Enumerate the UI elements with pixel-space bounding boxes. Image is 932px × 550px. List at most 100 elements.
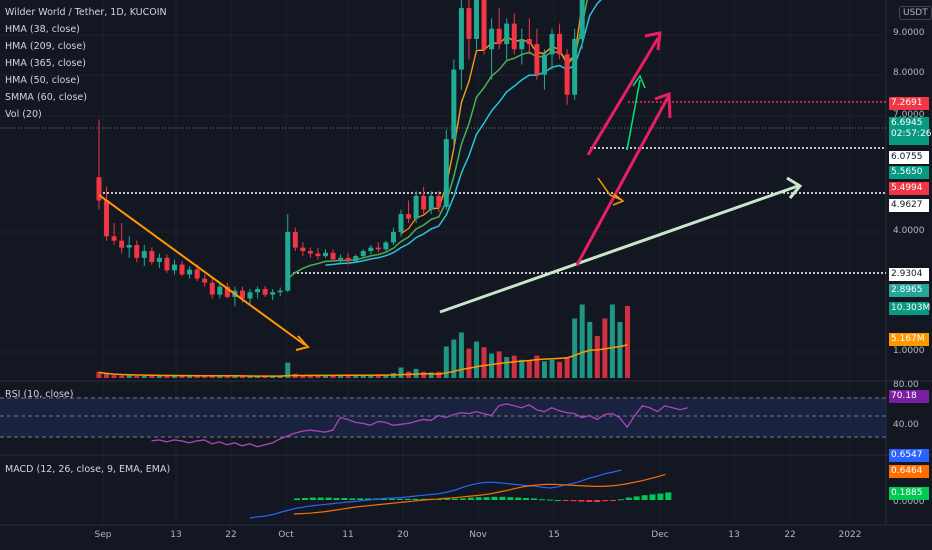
pink-channel-top (586, 37, 660, 156)
macd-histogram-bar (641, 495, 648, 500)
macd-histogram-bar (325, 497, 332, 500)
light-green-trend-arrow (439, 184, 799, 314)
light-green-arrow-head (786, 176, 803, 199)
macd-histogram-bar (333, 498, 340, 500)
volume-bar (443, 346, 449, 378)
legend-hma-365[interactable]: HMA (365, close) (5, 58, 86, 69)
volume-bar (330, 375, 336, 378)
candle (224, 286, 230, 297)
volume-bar (428, 372, 434, 378)
macd-histogram-bar (349, 498, 356, 500)
candle (134, 245, 140, 258)
tag-signal: 0.6464 (889, 465, 929, 478)
volume-bar (307, 375, 313, 378)
legend-vol-20[interactable]: Vol (20) (5, 109, 42, 120)
macd-histogram-bar (452, 498, 458, 500)
volume-bar (474, 341, 479, 378)
volume-bar (156, 376, 162, 378)
candle (474, 0, 479, 40)
x-label-13: 13 (170, 530, 182, 540)
pink-arrow-head-top (644, 31, 662, 51)
volume-bar (323, 375, 328, 378)
candle (270, 292, 276, 295)
orange-arrow-head (295, 335, 310, 351)
candle (489, 28, 495, 50)
price-label-4: 4.0000 (893, 226, 925, 236)
volume-bar (541, 361, 547, 378)
macd-histogram-bar (515, 497, 522, 500)
volume-bar (625, 305, 630, 378)
legend-hma-209[interactable]: HMA (209, close) (5, 41, 86, 52)
rsi-pane (0, 397, 886, 448)
currency-button[interactable]: USDT (899, 6, 932, 20)
orange-small-arrow-head (612, 193, 625, 206)
user-drawings[interactable] (98, 31, 803, 351)
volume-bar (179, 376, 185, 378)
volume-bar (398, 367, 404, 378)
macd-label: MACD (12, 26, close, 9, EMA, EMA) (5, 464, 171, 475)
macd-legend[interactable]: MACD (12, 26, close, 9, EMA, EMA) (5, 461, 170, 478)
macd-histogram-bar (594, 500, 601, 502)
candle (285, 231, 291, 291)
green-projection-head (632, 74, 646, 89)
x-label-22b: 22 (784, 530, 796, 540)
macd-histogram-bar (475, 497, 482, 500)
legend-smma-60[interactable]: SMMA (60, close) (5, 92, 87, 103)
volume-bars (96, 304, 630, 378)
x-label-13b: 13 (728, 530, 740, 540)
countdown: 02:57:26 (891, 129, 932, 139)
candle (466, 8, 472, 40)
price-label-9: 9.0000 (893, 28, 925, 38)
candlesticks[interactable] (96, 0, 638, 307)
candle (104, 200, 110, 237)
macd-histogram-bar (483, 497, 490, 500)
candle (526, 39, 532, 45)
volume-bar (187, 376, 193, 378)
candle (360, 251, 366, 257)
candle (202, 278, 208, 283)
macd-line (249, 469, 622, 519)
macd-histogram-bar (657, 493, 664, 500)
legend-hma-50[interactable]: HMA (50, close) (5, 75, 80, 86)
volume-bar (375, 374, 381, 378)
rsi-legend[interactable]: RSI (10, close) (5, 386, 73, 403)
macd-histogram-bar (531, 498, 537, 500)
macd-histogram-bar (617, 499, 624, 501)
macd-histogram-bar (586, 500, 593, 502)
rsi-label: RSI (10, close) (5, 389, 74, 400)
candle (323, 252, 328, 257)
macd-histogram-bar (357, 498, 364, 500)
rsi-line (151, 403, 688, 448)
volume-bar (481, 347, 487, 378)
candle (277, 290, 283, 293)
volume-bar (572, 318, 578, 378)
tag-macd: 0.6547 (889, 449, 929, 462)
volume-bar (496, 351, 502, 378)
tag-2-9304: 2.9304 (889, 268, 929, 281)
candle (179, 264, 185, 275)
volume-bar (353, 375, 359, 378)
candle (390, 231, 396, 243)
macd-histogram-bar (301, 498, 308, 500)
orange-small-arrow (597, 177, 623, 201)
legend-hma-38[interactable]: HMA (38, close) (5, 24, 80, 35)
macd-histogram-bar (294, 498, 300, 500)
candle (239, 290, 245, 299)
macd-histogram-bar (570, 500, 577, 502)
volume-bar (194, 376, 200, 378)
candle (187, 269, 193, 275)
volume-bar (489, 353, 495, 378)
macd-histogram-bar (546, 499, 553, 501)
volume-bar (368, 374, 374, 378)
volume-bar (609, 304, 615, 378)
volume-bar (458, 332, 464, 378)
candle (572, 39, 578, 95)
volume-bar (383, 374, 389, 378)
price-label-7: 7.0000 (893, 110, 925, 120)
rsi-band (0, 398, 886, 437)
x-label-sep: Sep (94, 530, 112, 540)
volume-bar (126, 375, 132, 378)
volume-bar (217, 375, 223, 378)
volume-bar (338, 375, 344, 378)
